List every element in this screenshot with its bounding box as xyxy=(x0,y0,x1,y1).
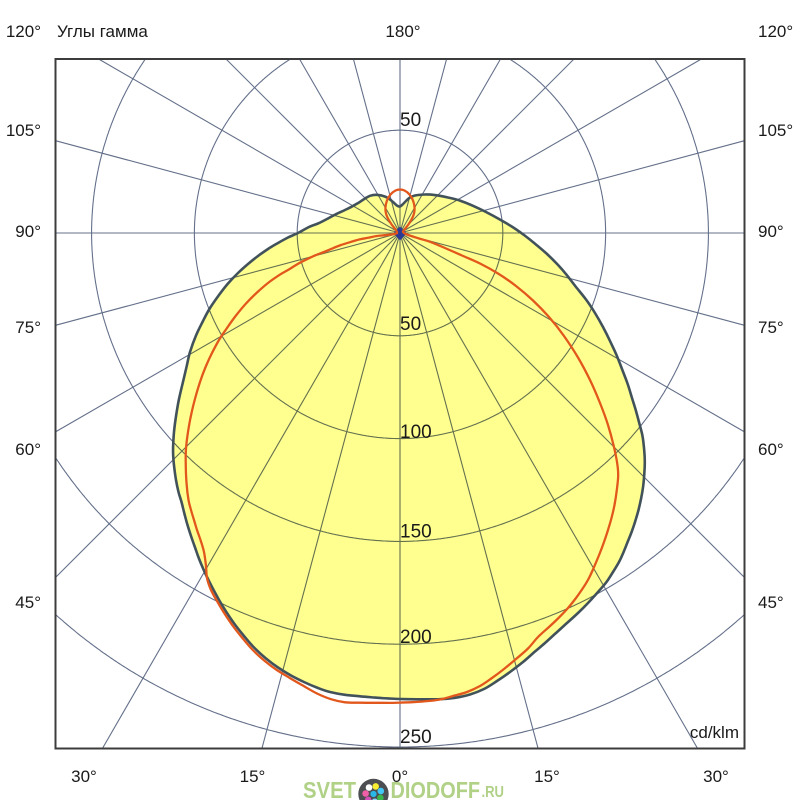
svg-text:180°: 180° xyxy=(385,22,420,41)
svg-text:0°: 0° xyxy=(392,767,408,786)
svg-text:120°: 120° xyxy=(6,22,41,41)
svg-text:30°: 30° xyxy=(703,767,729,786)
svg-text:75°: 75° xyxy=(15,318,41,337)
svg-text:15°: 15° xyxy=(240,767,266,786)
svg-text:105°: 105° xyxy=(758,121,793,140)
svg-text:15°: 15° xyxy=(534,767,560,786)
svg-text:DIODOFF: DIODOFF xyxy=(391,777,481,800)
svg-text:45°: 45° xyxy=(15,593,41,612)
svg-text:45°: 45° xyxy=(758,593,784,612)
svg-text:150: 150 xyxy=(400,522,432,543)
svg-text:75°: 75° xyxy=(758,318,784,337)
svg-text:120°: 120° xyxy=(758,22,793,41)
svg-text:cd/klm: cd/klm xyxy=(690,723,739,742)
svg-text:90°: 90° xyxy=(758,222,784,241)
svg-text:.RU: .RU xyxy=(482,784,505,800)
svg-text:60°: 60° xyxy=(758,440,784,459)
svg-text:105°: 105° xyxy=(6,121,41,140)
svg-text:30°: 30° xyxy=(71,767,97,786)
svg-text:250: 250 xyxy=(400,727,432,748)
svg-text:90°: 90° xyxy=(15,222,41,241)
svg-text:60°: 60° xyxy=(15,440,41,459)
svg-text:100: 100 xyxy=(400,422,432,443)
svg-text:200: 200 xyxy=(400,627,432,648)
svg-text:50: 50 xyxy=(400,110,421,131)
svg-text:SVET: SVET xyxy=(303,777,356,800)
svg-text:50: 50 xyxy=(400,314,421,335)
svg-text:Углы гамма: Углы гамма xyxy=(57,22,148,41)
